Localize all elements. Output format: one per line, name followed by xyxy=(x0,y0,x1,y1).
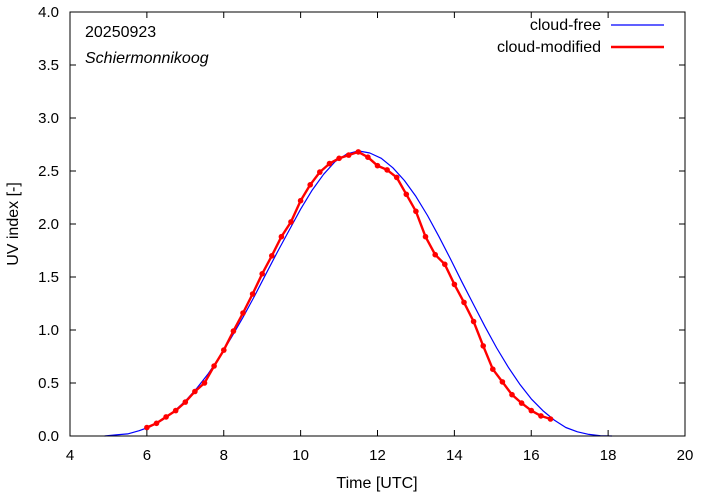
legend: cloud-free cloud-modified xyxy=(497,17,664,56)
y-tick-label: 1.0 xyxy=(38,322,59,339)
data-point-cloud-modified xyxy=(384,167,390,173)
data-point-cloud-modified xyxy=(509,391,515,398)
y-tick-label: 0.0 xyxy=(38,428,59,445)
data-point-cloud-modified xyxy=(403,191,410,198)
y-tick-label: 2.5 xyxy=(38,163,59,180)
y-axis-title: UV index [-] xyxy=(5,182,22,266)
data-point-cloud-modified xyxy=(365,154,371,160)
data-point-cloud-modified xyxy=(470,318,477,325)
data-point-cloud-modified xyxy=(163,414,169,420)
data-point-cloud-modified xyxy=(317,169,323,175)
date-annotation: 20250923 xyxy=(85,24,156,41)
data-point-cloud-modified xyxy=(345,152,352,158)
plot-area xyxy=(104,149,613,437)
data-point-cloud-modified xyxy=(249,291,256,297)
x-tick-label: 14 xyxy=(446,447,463,464)
data-point-cloud-modified xyxy=(528,407,535,414)
data-point-cloud-modified xyxy=(336,155,342,162)
data-point-cloud-modified xyxy=(278,233,285,240)
data-point-cloud-modified xyxy=(153,420,160,427)
data-point-cloud-modified xyxy=(547,416,554,422)
data-point-cloud-modified xyxy=(442,261,448,268)
data-point-cloud-modified xyxy=(297,197,304,204)
data-point-cloud-modified xyxy=(422,233,429,240)
data-point-cloud-modified xyxy=(374,162,381,169)
data-point-cloud-modified xyxy=(326,160,333,167)
data-point-cloud-modified xyxy=(490,366,496,373)
legend-label-cloud-free: cloud-free xyxy=(530,17,601,34)
y-tick-label: 3.5 xyxy=(38,57,59,74)
data-point-cloud-modified xyxy=(144,424,150,431)
x-tick-label: 12 xyxy=(369,447,386,464)
legend-label-cloud-modified: cloud-modified xyxy=(497,39,601,56)
x-tick-label: 18 xyxy=(600,447,617,464)
x-tick-label: 6 xyxy=(143,447,151,464)
data-point-cloud-modified xyxy=(172,407,179,414)
y-tick-label: 4.0 xyxy=(38,4,59,21)
data-point-cloud-modified xyxy=(461,299,467,306)
data-point-cloud-modified xyxy=(538,413,544,419)
data-point-cloud-modified xyxy=(211,363,217,369)
data-point-cloud-modified xyxy=(230,328,237,334)
data-point-cloud-modified xyxy=(451,281,458,288)
data-point-cloud-modified xyxy=(480,343,487,349)
x-axis-title: Time [UTC] xyxy=(336,475,417,492)
data-point-cloud-modified xyxy=(192,388,198,395)
x-tick-label: 16 xyxy=(523,447,540,464)
data-point-cloud-modified xyxy=(355,149,362,155)
data-point-cloud-modified xyxy=(221,347,227,353)
location-annotation: Schiermonnikoog xyxy=(85,50,209,67)
axis-ticks: 4 6 8 10 12 14 16 18 20 0.0 0.5 1.0 1.5 2.0 2.5 3.0 3.5 4… xyxy=(38,4,693,464)
x-tick-label: 4 xyxy=(66,447,74,464)
x-tick-label: 8 xyxy=(220,447,228,464)
data-point-cloud-modified xyxy=(269,253,275,259)
y-tick-label: 0.5 xyxy=(38,375,59,392)
data-point-cloud-modified xyxy=(182,399,189,405)
data-point-cloud-modified xyxy=(518,400,525,406)
x-tick-label: 20 xyxy=(677,447,694,464)
data-point-cloud-modified xyxy=(307,182,314,188)
data-point-cloud-modified xyxy=(393,174,400,181)
y-tick-label: 3.0 xyxy=(38,110,59,127)
data-point-cloud-modified xyxy=(432,251,439,258)
data-point-cloud-modified xyxy=(259,271,266,277)
data-point-cloud-modified xyxy=(240,310,246,316)
data-point-cloud-modified xyxy=(201,380,208,386)
data-point-cloud-modified xyxy=(499,379,506,385)
x-tick-label: 10 xyxy=(292,447,309,464)
y-tick-label: 2.0 xyxy=(38,216,59,233)
data-point-cloud-modified xyxy=(288,219,294,225)
data-point-cloud-modified xyxy=(413,208,419,215)
y-tick-label: 1.5 xyxy=(38,269,59,286)
